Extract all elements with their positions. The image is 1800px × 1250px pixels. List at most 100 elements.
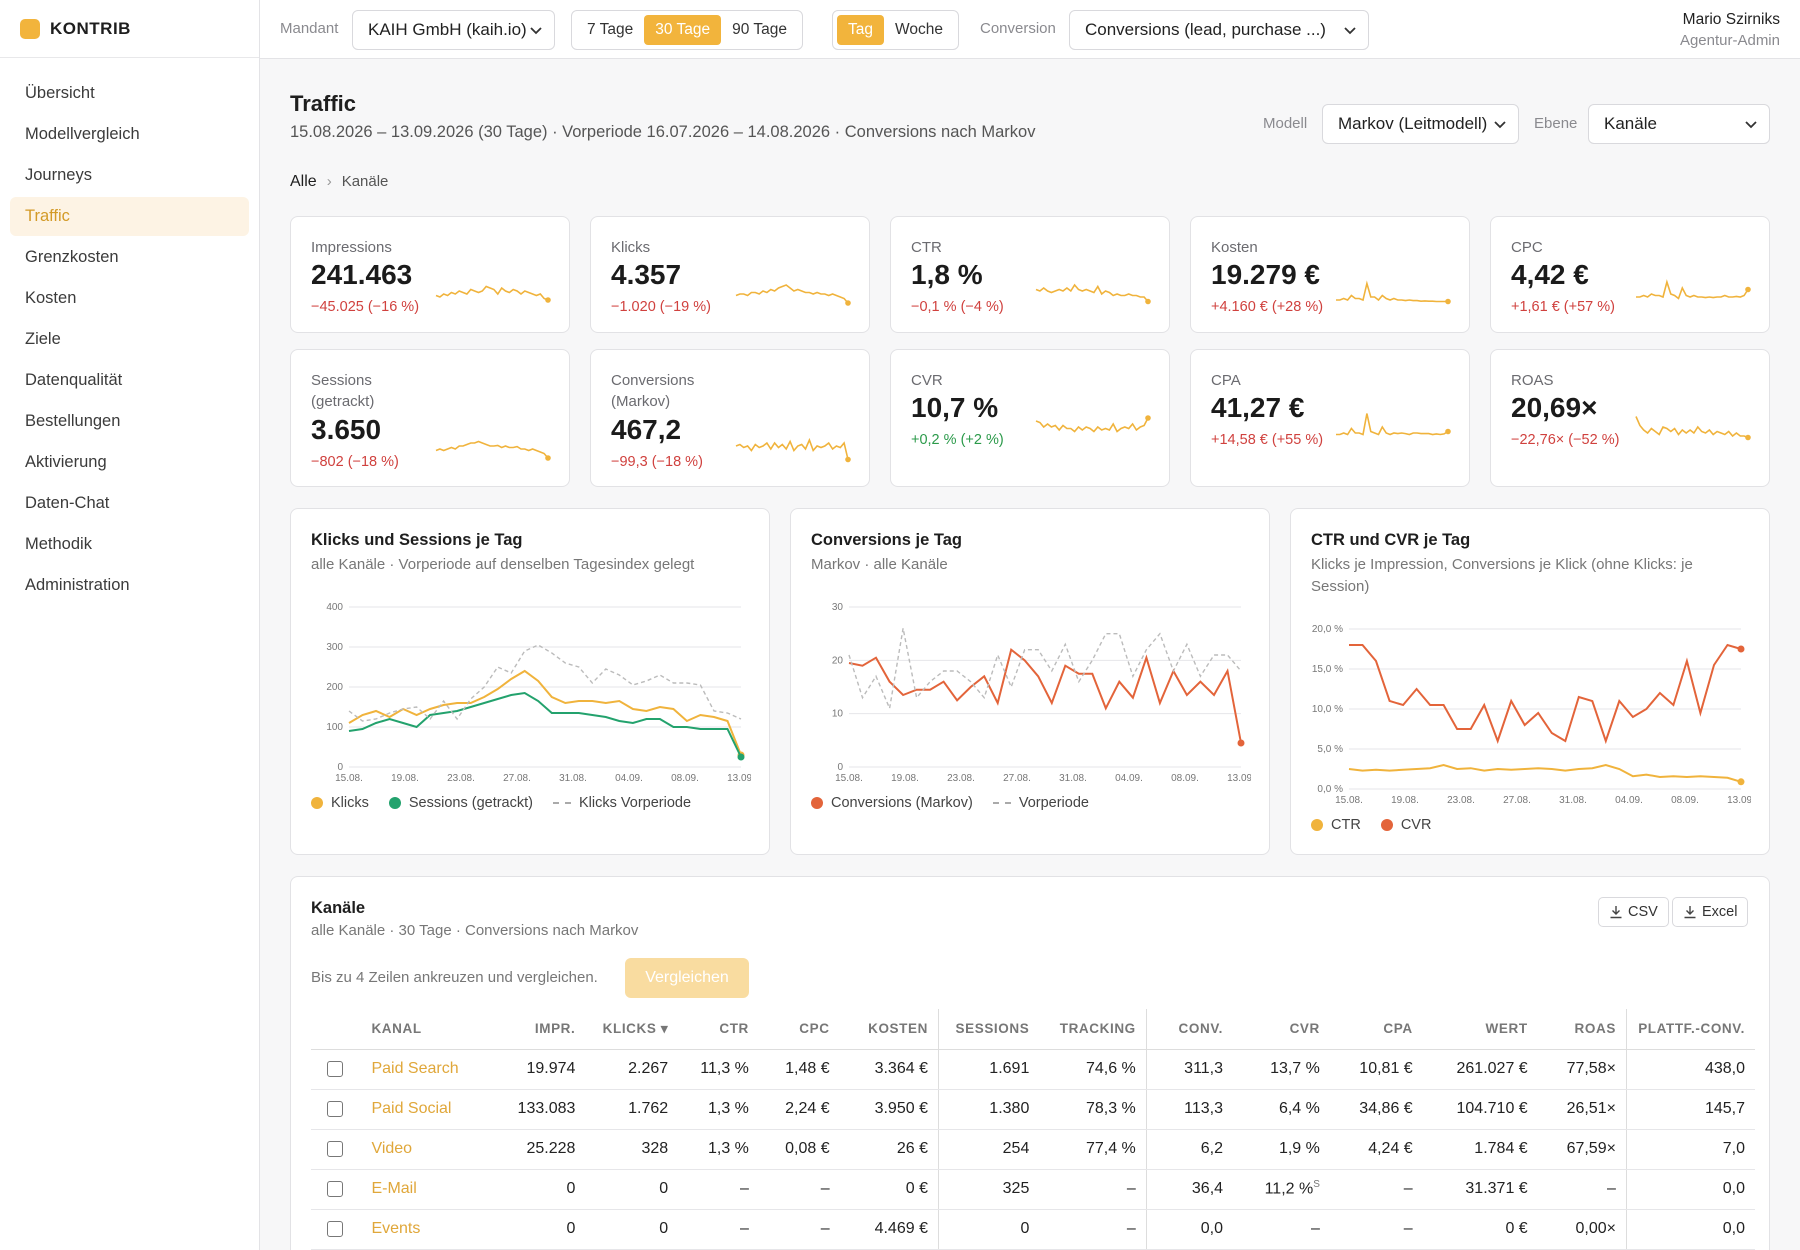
column-header[interactable]: TRACKING — [1039, 1009, 1147, 1050]
ebene-select[interactable]: Kanäle — [1588, 104, 1770, 144]
granularity-option[interactable]: Tag — [837, 15, 884, 45]
chart-subtitle: alle Kanäle · Vorperiode auf denselben T… — [311, 556, 695, 573]
column-header[interactable]: CPC — [758, 1009, 840, 1050]
kpi-label: CVR — [911, 372, 943, 389]
kpi-delta: +1,61 € (+57 %) — [1511, 299, 1615, 315]
legend-dash-icon — [552, 802, 571, 804]
table-subtitle: alle Kanäle · 30 Tage · Conversions nach… — [311, 922, 639, 939]
x-tick-label: 23.08. — [447, 773, 475, 784]
cell-ctr: – — [678, 1169, 759, 1210]
kpi-card[interactable]: CVR 10,7 % +0,2 % (+2 %) — [890, 349, 1170, 487]
excel-download-button[interactable]: Excel — [1672, 897, 1749, 927]
column-header[interactable]: CPA — [1329, 1009, 1423, 1050]
row-checkbox[interactable] — [327, 1140, 343, 1157]
kpi-label: CPC — [1511, 239, 1543, 256]
breadcrumb: Alle › Kanäle — [290, 173, 388, 191]
chevron-down-icon — [1344, 27, 1356, 35]
kpi-delta: −99,3 (−18 %) — [611, 454, 703, 470]
column-header[interactable]: IMPR. — [492, 1009, 586, 1050]
legend-item[interactable]: Sessions (getrackt) — [388, 795, 533, 811]
sidebar-item-datenqualität[interactable]: Datenqualität — [25, 371, 123, 389]
column-header[interactable]: SESSIONS — [937, 1009, 1040, 1050]
channel-link[interactable]: E-Mail — [361, 1169, 493, 1210]
select-cell — [311, 1169, 362, 1210]
column-header[interactable]: PLATTF.-CONV. — [1625, 1009, 1755, 1050]
kpi-label: ROAS — [1511, 372, 1554, 389]
kpi-card[interactable]: Impressions 241.463 −45.025 (−16 %) — [290, 216, 570, 333]
kpi-label: Kosten — [1211, 239, 1258, 256]
series-endpoint — [737, 753, 745, 761]
kpi-card[interactable]: Sessions (getrackt) 3.650 −802 (−18 %) — [290, 349, 570, 487]
sidebar-item-bestellungen[interactable]: Bestellungen — [25, 412, 121, 430]
kpi-card[interactable]: CPC 4,42 € +1,61 € (+57 %) — [1490, 216, 1770, 333]
compare-button[interactable]: Vergleichen — [625, 958, 749, 998]
sidebar-item-übersicht[interactable]: Übersicht — [25, 84, 95, 102]
cell-klicks: 0 — [585, 1169, 679, 1210]
user-menu[interactable]: Mario Szirniks Agentur-Admin — [1680, 11, 1780, 49]
column-header[interactable]: WERT — [1422, 1009, 1538, 1050]
sidebar-item-methodik[interactable]: Methodik — [25, 535, 92, 553]
legend-item[interactable]: CVR — [1380, 817, 1431, 833]
x-tick-label: 15.08. — [335, 773, 363, 784]
kpi-delta: −45.025 (−16 %) — [311, 299, 420, 315]
sidebar-item-aktivierung[interactable]: Aktivierung — [25, 453, 107, 471]
x-tick-label: 19.08. — [1391, 795, 1419, 806]
kpi-card[interactable]: Klicks 4.357 −1.020 (−19 %) — [590, 216, 870, 333]
row-checkbox[interactable] — [327, 1100, 343, 1117]
kpi-card[interactable]: Conversions (Markov) 467,2 −99,3 (−18 %) — [590, 349, 870, 487]
range-option[interactable]: 90 Tage — [732, 21, 788, 38]
csv-download-button[interactable]: CSV — [1598, 897, 1669, 927]
legend-item[interactable]: Klicks Vorperiode — [552, 795, 691, 811]
topbar: Mandant KAIH GmbH (kaih.io) 7 Tage 30 Tag… — [260, 0, 1800, 59]
sidebar-item-ziele[interactable]: Ziele — [25, 330, 61, 348]
legend-dot-icon — [1380, 819, 1393, 831]
legend-dot-icon — [388, 797, 401, 809]
range-option[interactable]: 30 Tage — [644, 15, 722, 45]
logo[interactable]: KONTRIB — [0, 0, 259, 58]
legend-label: Sessions (getrackt) — [408, 795, 533, 811]
kpi-card[interactable]: CPA 41,27 € +14,58 € (+55 %) — [1190, 349, 1470, 487]
y-tick-label: 0 — [337, 762, 343, 773]
mandant-select[interactable]: KAIH GmbH (kaih.io) — [352, 10, 555, 50]
channel-link[interactable]: Paid Social — [361, 1089, 493, 1130]
sidebar-item-modellvergleich[interactable]: Modellvergleich — [25, 125, 140, 143]
column-header[interactable]: ROAS — [1537, 1009, 1627, 1050]
legend-item[interactable]: Conversions (Markov) — [811, 795, 973, 811]
sidebar-item-traffic[interactable]: Traffic — [10, 197, 249, 236]
legend-item[interactable]: CTR — [1311, 817, 1361, 833]
sidebar-item-daten-chat[interactable]: Daten-Chat — [25, 494, 110, 512]
column-header[interactable]: CTR — [678, 1009, 759, 1050]
range-option[interactable]: 7 Tage — [587, 21, 634, 38]
sidebar-item-kosten[interactable]: Kosten — [25, 289, 77, 307]
legend-item[interactable]: Klicks — [311, 795, 369, 811]
sidebar-item-administration[interactable]: Administration — [25, 576, 130, 594]
kpi-delta: +4.160 € (+28 %) — [1211, 299, 1324, 315]
channel-link[interactable]: Video — [361, 1129, 493, 1170]
conversion-select[interactable]: Conversions (lead, purchase ...) — [1069, 10, 1369, 50]
sidebar-item-journeys[interactable]: Journeys — [25, 166, 92, 184]
row-checkbox[interactable] — [327, 1220, 343, 1237]
kpi-card[interactable]: ROAS 20,69× −22,76× (−52 %) — [1490, 349, 1770, 487]
series-line — [848, 647, 1242, 744]
column-header[interactable]: KANAL — [361, 1009, 493, 1050]
modell-select[interactable]: Markov (Leitmodell) — [1322, 104, 1519, 144]
column-header[interactable]: CONV. — [1145, 1009, 1234, 1050]
column-header[interactable]: CVR — [1233, 1009, 1330, 1050]
channel-link[interactable]: Paid Search — [361, 1049, 493, 1090]
sidebar-item-grenzkosten[interactable]: Grenzkosten — [25, 248, 119, 266]
breadcrumb-root[interactable]: Alle — [290, 173, 317, 190]
kpi-card[interactable]: Kosten 19.279 € +4.160 € (+28 %) — [1190, 216, 1470, 333]
y-tick-label: 300 — [326, 642, 343, 653]
kpi-card[interactable]: CTR 1,8 % −0,1 % (−4 %) — [890, 216, 1170, 333]
row-checkbox[interactable] — [327, 1060, 343, 1077]
cell-kosten: 0 € — [839, 1169, 939, 1210]
conversion-value: Conversions (lead, purchase ...) — [1085, 20, 1326, 39]
legend-item[interactable]: Vorperiode — [992, 795, 1089, 811]
page-subtitle: 15.08.2026 – 13.09.2026 (30 Tage) · Vorp… — [290, 123, 1036, 141]
conversion-label: Conversion — [980, 20, 1056, 37]
row-checkbox[interactable] — [327, 1180, 343, 1197]
granularity-option[interactable]: Woche — [895, 21, 943, 38]
column-header[interactable]: KLICKS ▾ — [585, 1009, 679, 1050]
column-header[interactable]: KOSTEN — [839, 1009, 939, 1050]
channel-link[interactable]: Events — [361, 1209, 493, 1250]
